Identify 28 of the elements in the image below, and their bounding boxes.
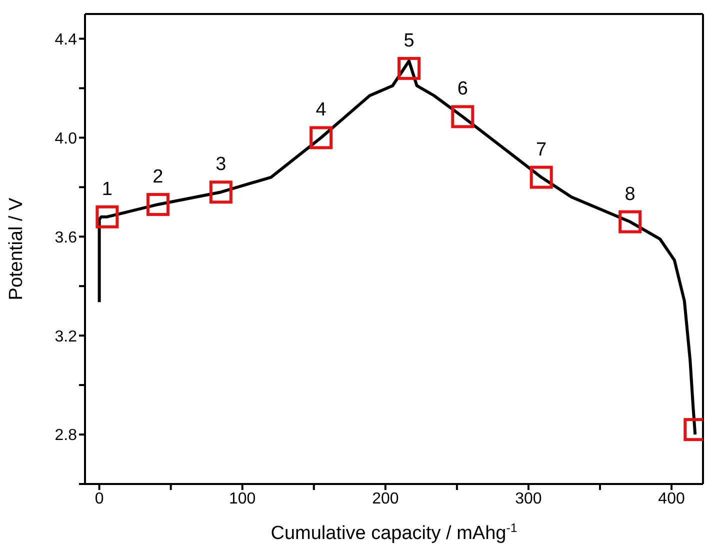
point xyxy=(146,192,170,216)
x-tick-label: 100 xyxy=(229,490,256,508)
annotation: 1 xyxy=(102,178,112,200)
y-tick-label: 4.4 xyxy=(54,31,78,48)
y-tick-label: 4.0 xyxy=(54,130,78,148)
annotation: 3 xyxy=(216,154,226,176)
annotation: 8 xyxy=(624,184,636,205)
point xyxy=(96,205,119,228)
point xyxy=(310,126,333,150)
point xyxy=(209,180,232,204)
x-tick-label: 200 xyxy=(372,490,399,508)
x-tick-label: 300 xyxy=(515,490,542,508)
annotation: 6 xyxy=(457,78,468,100)
annotation: 5 xyxy=(404,30,414,52)
annotation: 4 xyxy=(316,100,327,121)
x-tick-label: 400 xyxy=(658,490,685,508)
x-axis-title: Cumulative capacity / mAhg$^{-1}$ xyxy=(270,521,518,544)
y-tick-label: 3.6 xyxy=(54,229,78,246)
x-tick-label: 0 xyxy=(94,490,104,508)
annotation: 2 xyxy=(152,166,164,188)
point xyxy=(530,166,553,189)
y-tick-label: 2.8 xyxy=(54,427,78,444)
y-tick-label: 3.2 xyxy=(54,328,78,346)
annotation: 7 xyxy=(536,139,547,160)
point xyxy=(398,56,421,80)
y-axis-title: Potential / V xyxy=(6,197,27,300)
point xyxy=(451,105,474,128)
point xyxy=(618,210,642,234)
